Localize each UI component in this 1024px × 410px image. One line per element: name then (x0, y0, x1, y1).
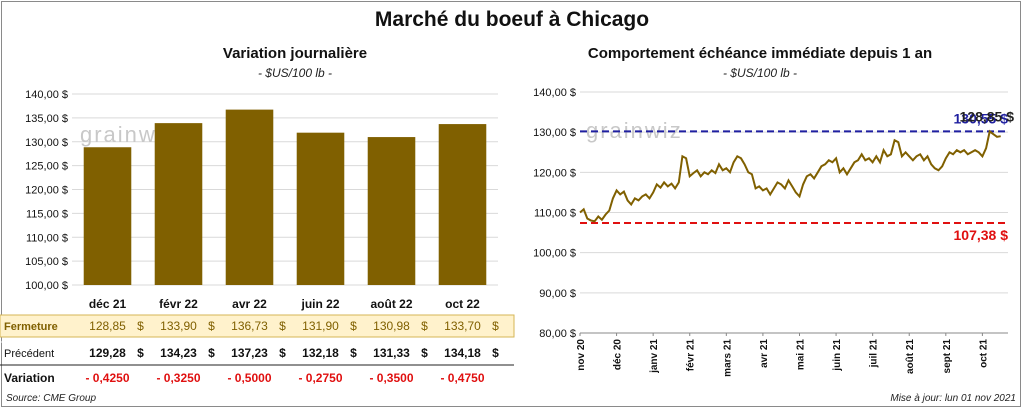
table-cell: - 0,4250 (85, 371, 129, 385)
left-chart-subtitle: - $US/100 lb - (257, 66, 333, 80)
high-value-label: 130,55 $ (954, 110, 1009, 126)
line-xtick-label: juin 21 (832, 339, 843, 372)
table-cell: 132,18 (302, 346, 339, 360)
line-xtick-label: sept 21 (942, 339, 953, 374)
table-cell: 131,33 (373, 346, 410, 360)
table-row-label: Fermeture (4, 321, 58, 333)
bar-ytick-label: 100,00 $ (25, 280, 68, 292)
bar-category-label: avr 22 (232, 297, 267, 311)
table-cell-unit: $ (279, 346, 286, 360)
last-value-label: 128,85 $ (960, 108, 1015, 124)
update-note: Mise à jour: lun 01 nov 2021 (890, 393, 1016, 404)
table-cell: 128,85 (89, 319, 126, 333)
bar (225, 109, 274, 285)
price-line (579, 129, 1001, 223)
table-cell-unit: $ (137, 346, 144, 360)
table-row-label: Variation (4, 371, 55, 385)
table-cell: 136,73 (231, 319, 268, 333)
bar-ytick-label: 125,00 $ (25, 161, 68, 173)
table-cell-unit: $ (492, 346, 499, 360)
line-xtick-label: août 21 (905, 339, 916, 374)
bar-category-label: juin 22 (300, 297, 339, 311)
line-ytick-label: 140,00 $ (533, 87, 576, 99)
table-cell-unit: $ (421, 319, 428, 333)
bar (154, 123, 203, 285)
low-value-label: 107,38 $ (954, 227, 1009, 243)
line-ytick-label: 130,00 $ (533, 127, 576, 139)
bar-ytick-label: 115,00 $ (26, 208, 68, 220)
line-xtick-label: oct 21 (978, 339, 989, 368)
left-chart-title: Variation journalière (222, 45, 368, 62)
table-cell: - 0,4750 (440, 371, 484, 385)
bar-ytick-label: 140,00 $ (25, 89, 68, 101)
table-cell: 129,28 (89, 346, 126, 360)
table-cell: 134,18 (444, 346, 481, 360)
table-cell: - 0,3500 (369, 371, 413, 385)
table-cell: - 0,5000 (227, 371, 271, 385)
right-chart-title: Comportement échéance immédiate depuis 1… (587, 45, 933, 62)
price-table: Fermeture 128,85 $133,90 $136,73 $131,90 $130… (0, 314, 515, 385)
line-ytick-label: 120,00 $ (533, 167, 576, 179)
line-ytick-label: 90,00 $ (539, 288, 576, 300)
line-ytick-label: 80,00 $ (539, 328, 576, 340)
bar-category-label: févr 22 (159, 297, 198, 311)
source-note: Source: CME Group (6, 393, 97, 404)
line-ytick-label: 110,00 $ (534, 208, 576, 220)
line-chart: grainwiz 80,00 $ 90,00 $ 100,00 $ 110,00 $ 1… (533, 87, 1015, 377)
table-cell-unit: $ (350, 319, 357, 333)
table-cell-unit: $ (350, 346, 357, 360)
table-cell: - 0,3250 (156, 371, 200, 385)
bar (367, 137, 416, 285)
line-xtick-label: mai 21 (795, 339, 806, 371)
table-cell: 131,90 (302, 319, 339, 333)
line-xtick-label: avr 21 (759, 339, 770, 368)
bar-category-label: oct 22 (445, 297, 480, 311)
bar-ytick-label: 105,00 $ (25, 256, 68, 268)
fermeture-row-bg (0, 314, 515, 338)
table-row-label: Précédent (4, 348, 54, 360)
bar (296, 132, 345, 285)
line-xtick-label: févr 21 (686, 339, 697, 372)
table-cell-unit: $ (492, 319, 499, 333)
bar-ytick-label: 130,00 $ (25, 137, 68, 149)
table-cell: 133,70 (444, 319, 481, 333)
table-cell: 134,23 (160, 346, 197, 360)
table-cell-unit: $ (208, 319, 215, 333)
table-cell: 133,90 (160, 319, 197, 333)
bar-ytick-label: 110,00 $ (26, 232, 68, 244)
table-cell-unit: $ (279, 319, 286, 333)
bar-chart: grainwiz 100,00 $105,00 $110,00 $115,00 … (25, 89, 498, 311)
bar-category-label: déc 21 (89, 297, 127, 311)
bar (438, 124, 487, 286)
line-ytick-label: 100,00 $ (533, 248, 576, 260)
bar-ytick-label: 120,00 $ (25, 185, 68, 197)
bar-category-label: août 22 (370, 297, 412, 311)
page-title: Marché du boeuf à Chicago (374, 8, 650, 31)
bar (83, 147, 132, 285)
line-xtick-label: nov 20 (576, 339, 587, 371)
watermark-text: grainwiz (586, 118, 683, 143)
table-cell-unit: $ (137, 319, 144, 333)
line-xtick-label: janv 21 (649, 339, 660, 374)
line-xtick-label: mars 21 (722, 339, 733, 377)
right-chart-subtitle: - $US/100 lb - (722, 66, 798, 80)
bar-ytick-label: 135,00 $ (25, 113, 68, 125)
line-xtick-label: juil 21 (869, 339, 880, 369)
table-cell-unit: $ (421, 346, 428, 360)
table-cell: 130,98 (373, 319, 410, 333)
table-cell: 137,23 (231, 346, 268, 360)
table-cell: - 0,2750 (298, 371, 342, 385)
table-cell-unit: $ (208, 346, 215, 360)
line-xtick-label: déc 20 (613, 339, 624, 371)
